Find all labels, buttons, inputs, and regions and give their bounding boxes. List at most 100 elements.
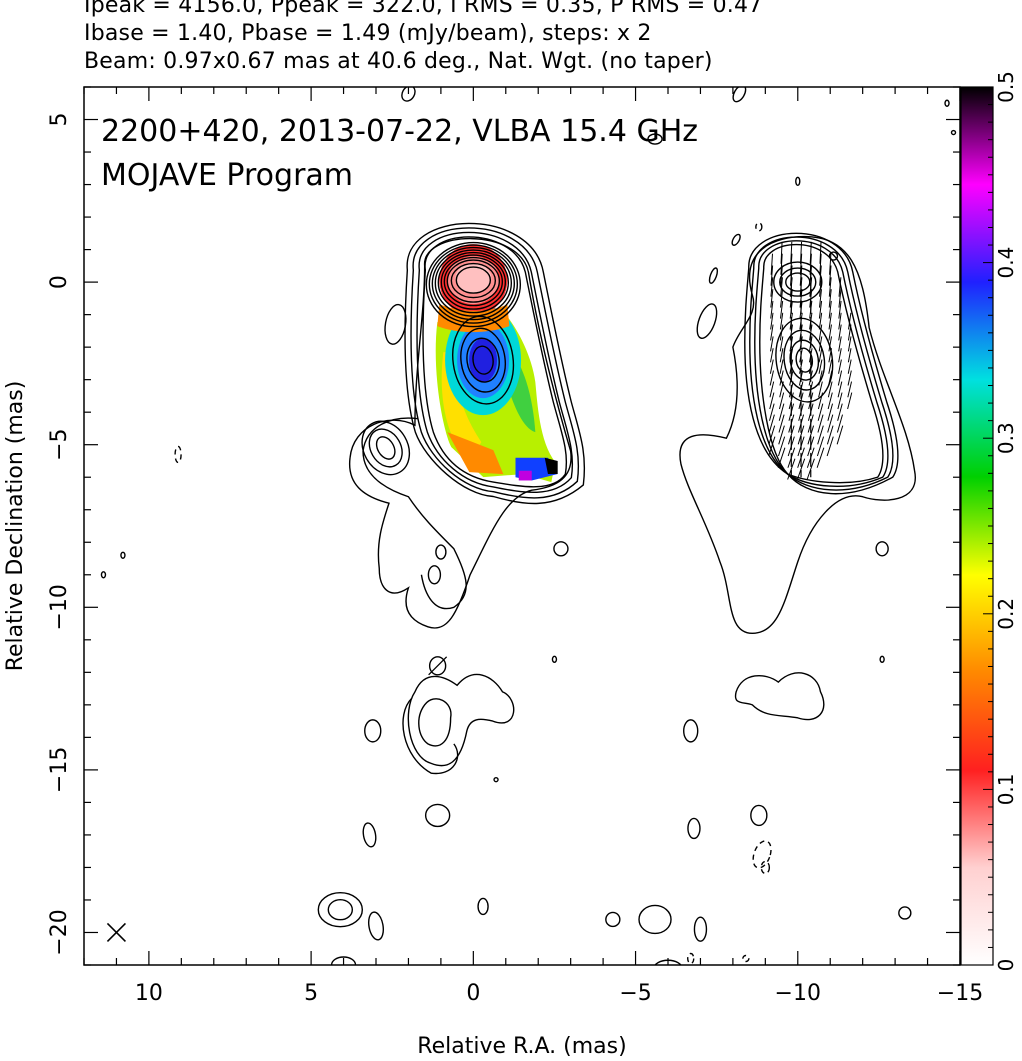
polarization-vector [838,348,842,363]
polarization-vector [826,436,834,457]
beam-marker [106,922,127,943]
polarization-vector [828,324,832,341]
right-scattered-contour [755,222,763,232]
right-core-contour [779,267,817,297]
scattered-contour [100,571,107,579]
scattered-contour [364,719,382,743]
core-contour [440,254,507,310]
polarization-vector [818,381,823,398]
polarization-vector [819,277,822,297]
polarization-vector [838,289,842,308]
colorbar-tick-label: 0.1 [994,773,1018,805]
polarization-vector [836,414,843,433]
polarization-vector [770,289,774,308]
polarization-vector [838,277,842,297]
polarization-vector [778,425,785,445]
pol-region-lightpink [455,263,492,294]
jet-envelope-contour [410,227,580,499]
colorbar-tick-label: 0.2 [994,598,1018,630]
polarization-vector [787,458,796,480]
polarization-vector [789,289,793,308]
polarization-vector [799,289,803,308]
polarization-vector [816,447,825,468]
scattered-contour [427,565,442,585]
polarization-vector [799,241,803,264]
colorbar-tick-label: 0.5 [994,71,1018,103]
polarization-vector [828,359,833,374]
jet-component-contour [472,345,494,375]
y-tick-label: −15 [47,747,72,793]
header-line-2: Ibase = 1.40, Pbase = 1.49 (mJy/beam), s… [84,21,652,46]
polarization-vector [768,436,776,457]
polarization-vector [807,425,815,445]
polarization-vector [799,324,803,341]
right-core-contour [773,261,823,303]
scattered-contour [647,133,663,145]
polarization-vector [788,392,794,410]
polarization-vector [837,381,843,398]
scattered-contour [367,911,385,941]
extended-outer-contour [348,237,572,629]
polarization-vector [779,370,784,386]
header-line-1: Ipeak = 4156.0, Ppeak = 322.0, I RMS = 0… [84,0,763,18]
pol-region-orange [447,432,504,475]
scattered-contour [435,544,447,560]
polarization-vector [828,277,832,297]
polarization-vector [780,253,783,275]
polarization-vector [778,392,785,410]
lower-region-contour [402,697,459,775]
polarization-vector [779,348,784,363]
polarization-vector [826,425,834,445]
right-scattered-contour [693,916,708,942]
right-scattered-contour [638,904,672,935]
polarization-vector [428,656,448,676]
plot-area [100,87,957,965]
polarization-vector [809,241,812,264]
polarization-vector [828,289,832,308]
polarization-vector [817,392,824,410]
polarization-vector [770,324,774,341]
right-scattered-contour [742,954,750,963]
right-scattered-contour [898,906,912,920]
chart-subtitle: MOJAVE Program [101,158,353,193]
polarization-vector [829,253,832,275]
x-tick-label: −5 [619,981,651,1006]
y-axis-label: Relative Declination (mas) [3,381,28,672]
core-contour [450,262,497,299]
polarization-vector [770,265,774,286]
polarization-vector [847,336,852,352]
scattered-contour [424,803,451,828]
polarization-vector [847,370,852,386]
polarization-vector [806,458,815,480]
polarization-vector [817,425,824,445]
polarization-vector [770,277,774,297]
right-scattered-contour [752,840,772,869]
x-tick-label: 10 [135,981,163,1006]
polarization-vector [818,289,822,308]
core-contour [443,256,504,307]
scattered-contour [551,655,558,664]
right-scattered-contour [795,176,801,187]
polarization-vector [779,359,784,374]
right-extended-contour [679,235,916,635]
scattered-contour [687,952,695,965]
scattered-contour [401,87,416,102]
core-contour [425,241,522,328]
side-lobe-contour [375,436,396,460]
polarization-vector [838,312,842,330]
core-contour [437,251,510,314]
polarization-vector [838,359,842,374]
colorbar: 0 0.1 0.2 0.3 0.4 0.5 [960,71,1018,971]
y-tick-label: 5 [47,113,72,127]
polarization-vector [827,403,834,421]
polarization-vector [799,359,803,374]
right-envelope-contour [744,232,899,495]
polarization-vector [818,300,823,319]
polarization-vector [818,370,823,386]
polarization-vector [847,324,852,341]
polarization-vector [847,348,852,363]
x-axis-label: Relative R.A. (mas) [417,1034,626,1059]
polarization-vectors [768,241,853,480]
right-envelope-contour [754,240,889,487]
x-tick-label: −10 [775,981,821,1006]
